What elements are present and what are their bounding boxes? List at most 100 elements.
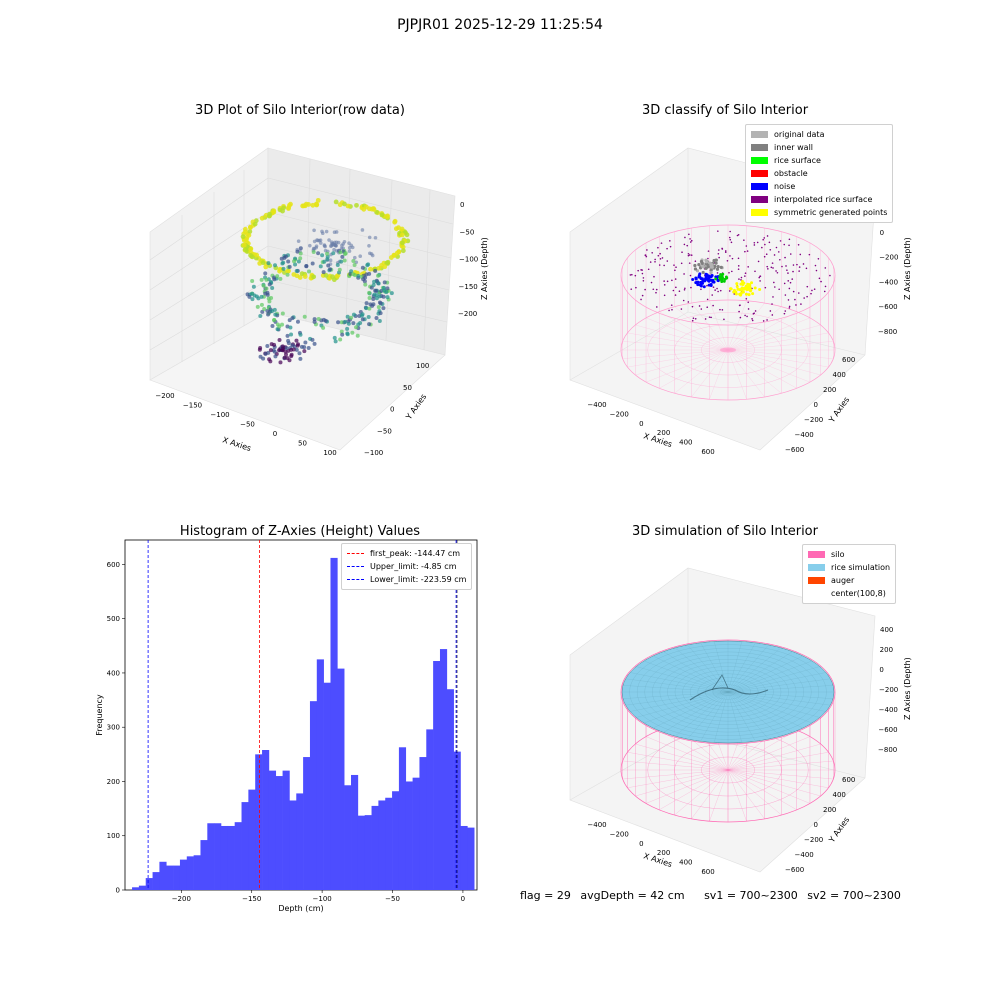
raw-point bbox=[295, 343, 300, 348]
raw-point bbox=[279, 345, 284, 350]
histogram-bar bbox=[316, 659, 324, 890]
raw-point bbox=[277, 338, 282, 343]
classify-noise-point bbox=[707, 276, 711, 280]
raw-point bbox=[328, 258, 333, 263]
raw-point bbox=[329, 243, 333, 248]
histogram-legend-entry: first_peak: -144.47 cm bbox=[347, 547, 466, 560]
raw-point bbox=[388, 255, 394, 260]
classify-noise-point bbox=[699, 284, 703, 288]
classify-interp-point bbox=[659, 252, 661, 255]
simulation-silo-floor-spoke bbox=[727, 743, 821, 771]
classify-interp-point bbox=[707, 257, 709, 260]
raw-point bbox=[309, 273, 315, 279]
raw-point bbox=[316, 251, 321, 256]
classify-interp-point bbox=[723, 318, 725, 321]
raw-point bbox=[385, 213, 390, 219]
classify-interp-point bbox=[753, 312, 755, 315]
classify-interp-point bbox=[765, 253, 768, 256]
simulation-silo-floor-spoke bbox=[709, 718, 729, 771]
simulation-rice-mesh-spoke bbox=[727, 660, 813, 693]
raw-point bbox=[380, 285, 385, 290]
classify-interp-point bbox=[654, 258, 656, 261]
raw-point bbox=[399, 240, 405, 246]
classify-interp-point bbox=[657, 246, 659, 249]
simulation-legend-swatch bbox=[808, 590, 825, 597]
raw-point bbox=[361, 270, 367, 276]
classify-interp-point bbox=[729, 230, 731, 233]
histogram-bar bbox=[234, 822, 242, 890]
histogram-bar bbox=[173, 865, 181, 890]
classify-rice-point bbox=[725, 276, 729, 280]
classify-wall-point bbox=[701, 265, 705, 269]
raw-point bbox=[240, 243, 246, 248]
raw-xtick-label: 100 bbox=[323, 449, 336, 457]
raw-point bbox=[295, 247, 300, 252]
simulation-rice-mesh-spoke bbox=[727, 691, 742, 743]
raw-point bbox=[393, 226, 399, 232]
classify-rice-point bbox=[720, 276, 724, 280]
raw-point bbox=[283, 254, 288, 259]
simulation-3d-axes-box bbox=[569, 567, 876, 873]
raw-point bbox=[293, 262, 298, 267]
classify-interp-point bbox=[729, 238, 732, 241]
raw-point bbox=[332, 240, 337, 245]
simulation-silo-floor-spoke bbox=[645, 769, 729, 804]
classify-rice-point bbox=[720, 279, 724, 283]
figure-title: PJPJR01 2025-12-29 11:25:54 bbox=[397, 17, 603, 33]
histogram-bar bbox=[145, 878, 153, 890]
raw-point bbox=[253, 218, 259, 224]
raw-point bbox=[271, 208, 277, 214]
classify-sym-point bbox=[729, 287, 733, 291]
classify-wall-point bbox=[704, 262, 709, 266]
raw-point bbox=[314, 202, 320, 208]
classify-silo-bottom-rim bbox=[620, 299, 836, 401]
raw-point bbox=[267, 304, 272, 309]
raw-point bbox=[294, 338, 299, 343]
classify-interp-point bbox=[661, 257, 664, 259]
histogram-bar bbox=[446, 689, 454, 890]
classify-xlabel: X Axies bbox=[642, 431, 673, 449]
classify-interp-point bbox=[806, 285, 809, 288]
histogram-bar bbox=[296, 793, 304, 890]
raw-point bbox=[331, 241, 335, 246]
classify-xtick-label: 200 bbox=[657, 429, 670, 437]
classify-interp-point bbox=[669, 245, 672, 248]
classify-interp-point bbox=[800, 303, 802, 305]
classify-wall-point bbox=[715, 267, 720, 271]
raw-point bbox=[298, 356, 303, 361]
classify-rice-point bbox=[724, 275, 728, 279]
classify-interp-point bbox=[803, 297, 805, 299]
classify-interp-point bbox=[823, 290, 826, 293]
classify-sym-point bbox=[739, 293, 743, 297]
raw-point bbox=[369, 285, 374, 290]
raw-point bbox=[327, 275, 333, 281]
classify-sym-point bbox=[729, 287, 733, 291]
raw-point bbox=[290, 342, 295, 347]
classify-sym-point bbox=[747, 286, 751, 290]
raw-point bbox=[400, 244, 406, 250]
raw-point bbox=[264, 286, 269, 291]
classify-interp-point bbox=[795, 304, 797, 306]
classify-interp-point bbox=[798, 266, 801, 268]
raw-point bbox=[259, 258, 264, 264]
raw-point bbox=[285, 356, 290, 361]
classify-interp-point bbox=[717, 249, 720, 251]
raw-point bbox=[275, 311, 280, 316]
raw-point bbox=[267, 213, 273, 219]
raw-point bbox=[358, 321, 363, 326]
raw-point bbox=[359, 204, 365, 209]
simulation-ytick-label: −200 bbox=[804, 836, 823, 844]
raw-point bbox=[386, 288, 391, 293]
raw-point bbox=[332, 247, 336, 252]
raw-point bbox=[288, 201, 293, 207]
raw-point bbox=[385, 259, 391, 265]
raw-point bbox=[337, 267, 342, 272]
raw-point bbox=[248, 224, 253, 230]
raw-point bbox=[373, 268, 378, 273]
classify-wall-point bbox=[703, 263, 707, 267]
classify-interp-point bbox=[745, 245, 748, 247]
raw-point bbox=[247, 292, 252, 297]
raw-point bbox=[399, 242, 405, 247]
histogram-vlines bbox=[147, 540, 458, 890]
raw-point bbox=[283, 349, 288, 354]
